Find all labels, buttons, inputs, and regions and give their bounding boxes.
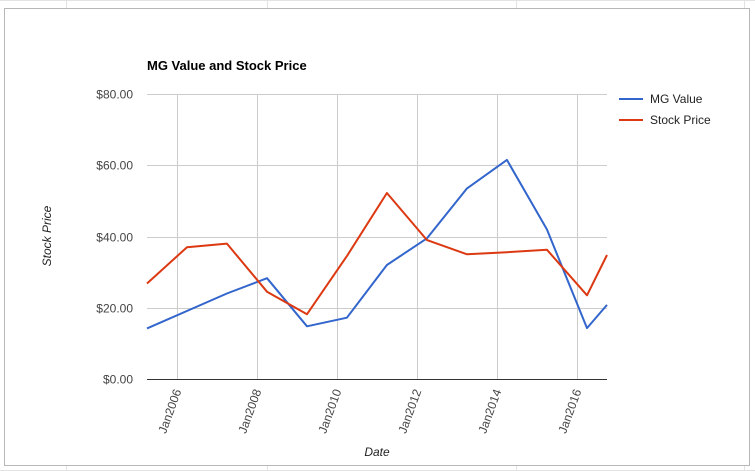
- y-tick-label: $20.00: [96, 302, 133, 316]
- line-chart: MG Value and Stock Price $0.00 $20.00 $40.…: [40, 58, 711, 459]
- legend-label: MG Value: [650, 92, 703, 106]
- series-line-0: [146, 158, 608, 330]
- chart-legend: MG Value Stock Price: [619, 92, 711, 127]
- series-lines: [146, 158, 608, 330]
- y-tick-label: $40.00: [96, 231, 133, 245]
- x-gridlines: [177, 94, 578, 379]
- chart-title: MG Value and Stock Price: [147, 58, 307, 73]
- x-tick-label: Jan2016: [555, 387, 584, 435]
- x-axis-label: Date: [364, 445, 390, 459]
- x-tick-label: Jan2008: [235, 387, 264, 435]
- y-tick-label: $60.00: [96, 159, 133, 173]
- x-tick-labels: Jan2006 Jan2008 Jan2010 Jan2012 Jan2014 Jan20…: [155, 387, 584, 435]
- chart-container[interactable]: MG Value and Stock Price $0.00 $20.00 $40.…: [4, 8, 750, 466]
- y-tick-label: $80.00: [96, 88, 133, 102]
- y-axis-label: Stock Price: [40, 205, 54, 266]
- series-line-1: [146, 192, 608, 316]
- x-tick-label: Jan2012: [395, 387, 424, 435]
- x-tick-label: Jan2014: [475, 387, 504, 435]
- legend-label: Stock Price: [650, 113, 711, 127]
- y-tick-label: $0.00: [103, 373, 133, 387]
- x-tick-label: Jan2006: [155, 387, 184, 435]
- x-tick-label: Jan2010: [315, 387, 344, 435]
- y-tick-labels: $0.00 $20.00 $40.00 $60.00 $80.00: [96, 88, 133, 387]
- y-gridlines: [147, 94, 607, 380]
